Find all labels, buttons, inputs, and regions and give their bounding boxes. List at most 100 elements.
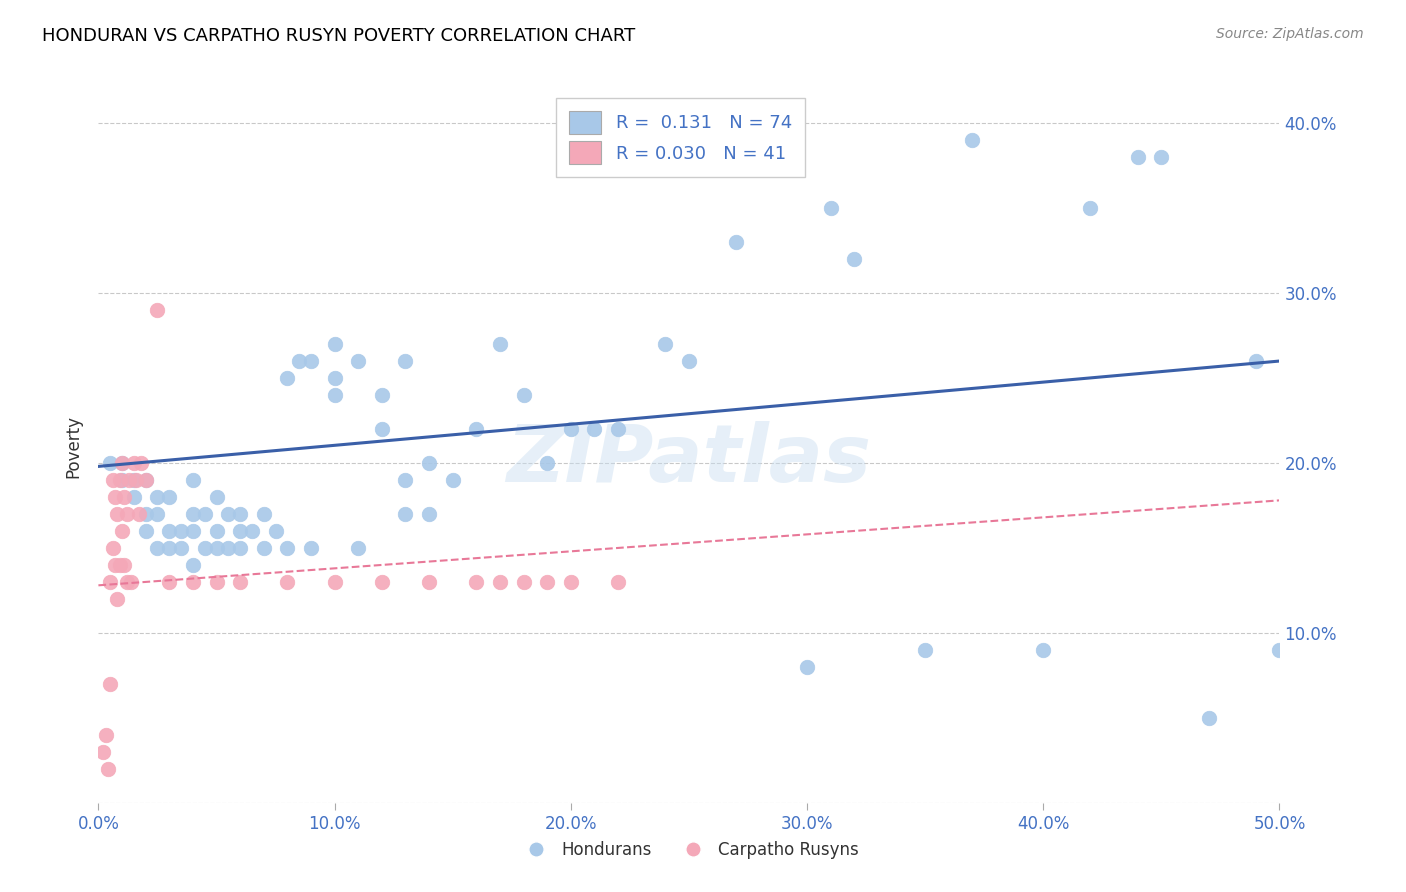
Point xyxy=(323,574,346,589)
Text: ZIPatlas: ZIPatlas xyxy=(506,421,872,500)
Point xyxy=(962,133,984,147)
Point xyxy=(489,337,512,351)
Point xyxy=(111,473,134,487)
Point xyxy=(1126,150,1149,164)
Point xyxy=(347,541,370,555)
Point xyxy=(654,337,676,351)
Point xyxy=(583,422,606,436)
Point xyxy=(536,456,558,470)
Point xyxy=(465,422,488,436)
Text: Source: ZipAtlas.com: Source: ZipAtlas.com xyxy=(1216,27,1364,41)
Point xyxy=(111,456,134,470)
Point xyxy=(181,473,204,487)
Point xyxy=(560,574,582,589)
Point xyxy=(111,456,134,470)
Point xyxy=(181,558,204,572)
Point xyxy=(105,591,128,606)
Point xyxy=(1268,643,1291,657)
Point xyxy=(288,354,311,368)
Point xyxy=(229,524,252,538)
Point xyxy=(205,524,228,538)
Point xyxy=(115,507,138,521)
Point xyxy=(276,541,298,555)
Point xyxy=(536,574,558,589)
Point xyxy=(181,524,204,538)
Point xyxy=(205,541,228,555)
Point xyxy=(181,574,204,589)
Point xyxy=(108,558,131,572)
Point xyxy=(146,541,169,555)
Point xyxy=(118,473,141,487)
Point xyxy=(97,762,120,776)
Point xyxy=(98,574,121,589)
Point xyxy=(914,643,936,657)
Point xyxy=(820,201,842,215)
Point xyxy=(94,728,117,742)
Point xyxy=(441,473,464,487)
Point xyxy=(122,473,145,487)
Point xyxy=(371,422,394,436)
Point xyxy=(323,388,346,402)
Point xyxy=(128,507,150,521)
Point xyxy=(607,574,630,589)
Point xyxy=(512,388,534,402)
Point xyxy=(170,524,193,538)
Point xyxy=(157,541,180,555)
Point xyxy=(371,574,394,589)
Point xyxy=(489,574,512,589)
Point xyxy=(229,541,252,555)
Point xyxy=(105,507,128,521)
Point xyxy=(135,473,157,487)
Point xyxy=(129,456,152,470)
Point xyxy=(418,456,440,470)
Point xyxy=(98,456,121,470)
Point xyxy=(104,558,127,572)
Point xyxy=(465,574,488,589)
Point xyxy=(844,252,866,266)
Point xyxy=(91,745,114,759)
Point xyxy=(299,354,322,368)
Point xyxy=(725,235,748,249)
Point xyxy=(135,524,157,538)
Point xyxy=(229,574,252,589)
Point xyxy=(371,388,394,402)
Point xyxy=(418,574,440,589)
Point xyxy=(108,473,131,487)
Point xyxy=(1080,201,1102,215)
Point xyxy=(157,574,180,589)
Point xyxy=(146,507,169,521)
Point xyxy=(418,507,440,521)
Point xyxy=(157,490,180,504)
Point xyxy=(607,422,630,436)
Point xyxy=(253,541,276,555)
Point xyxy=(104,490,127,504)
Point xyxy=(115,574,138,589)
Point xyxy=(217,541,239,555)
Point xyxy=(394,473,416,487)
Point xyxy=(347,354,370,368)
Point xyxy=(135,507,157,521)
Point xyxy=(194,541,217,555)
Point xyxy=(229,507,252,521)
Point xyxy=(146,303,169,318)
Point xyxy=(98,677,121,691)
Point xyxy=(394,507,416,521)
Point xyxy=(101,473,124,487)
Point xyxy=(299,541,322,555)
Point xyxy=(253,507,276,521)
Point xyxy=(122,456,145,470)
Point xyxy=(560,422,582,436)
Point xyxy=(125,473,148,487)
Point xyxy=(276,371,298,385)
Point xyxy=(394,354,416,368)
Point xyxy=(194,507,217,521)
Point xyxy=(796,660,818,674)
Point xyxy=(170,541,193,555)
Point xyxy=(205,574,228,589)
Point xyxy=(112,558,135,572)
Y-axis label: Poverty: Poverty xyxy=(65,415,83,477)
Point xyxy=(323,337,346,351)
Point xyxy=(112,490,135,504)
Point xyxy=(146,490,169,504)
Point xyxy=(217,507,239,521)
